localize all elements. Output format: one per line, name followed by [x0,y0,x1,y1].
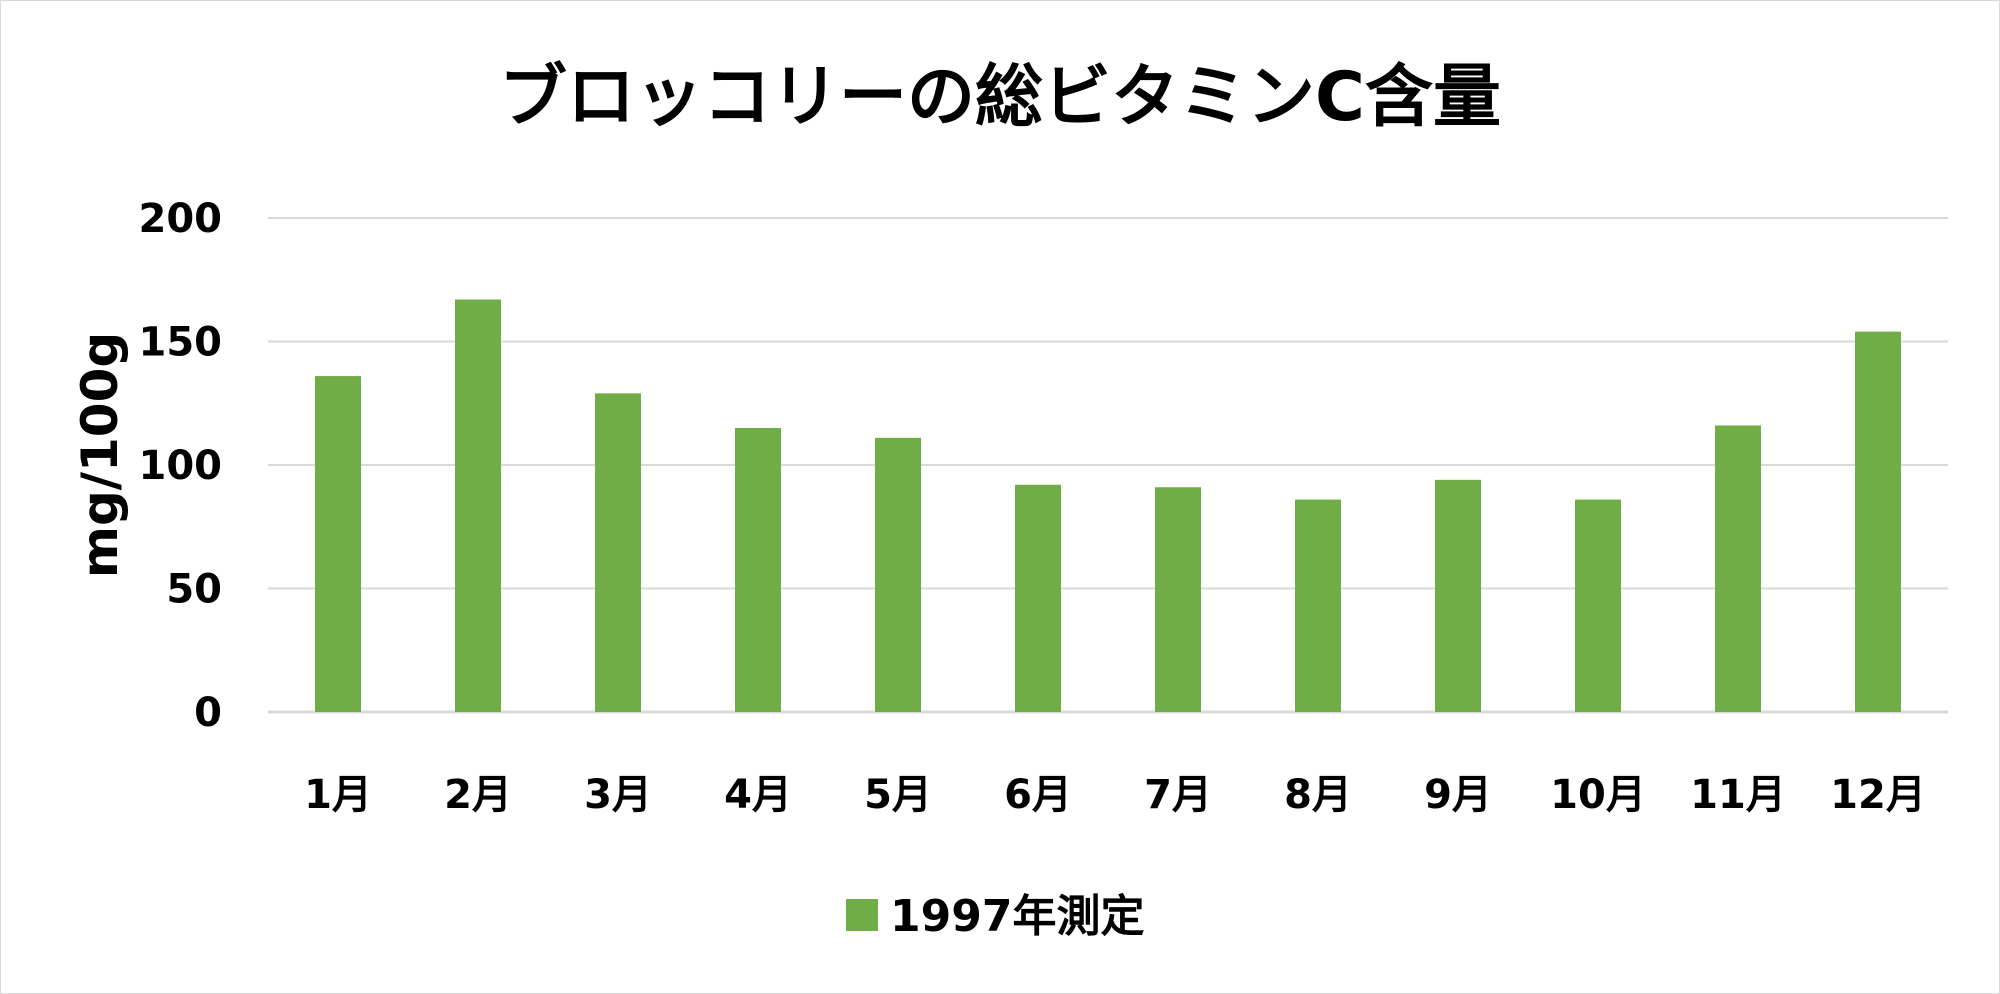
bar [1015,484,1061,712]
legend: 1997年測定 [846,891,1144,942]
x-tick-label: 10月 [1550,772,1646,818]
bar [1295,499,1341,712]
y-tick-label: 100 [139,443,223,489]
y-tick-label: 50 [166,567,222,613]
x-tick-label: 4月 [724,772,792,818]
x-tick-label: 11月 [1690,772,1786,818]
bar [1435,479,1481,712]
bar [1855,331,1901,712]
bars [315,299,1901,712]
x-tick-label: 6月 [1004,772,1072,818]
chart-title: ブロッコリーの総ビタミンC含量 [499,58,1501,137]
y-tick-labels: 0 50 100 150 200 [139,196,223,736]
x-tick-label: 8月 [1284,772,1352,818]
bar [595,393,641,712]
x-tick-label: 9月 [1424,772,1492,818]
y-tick-label: 200 [139,196,223,242]
bar [315,376,361,712]
bar [735,427,781,712]
x-tick-label: 2月 [444,772,512,818]
x-tick-label: 5月 [864,772,932,818]
x-tick-label: 7月 [1144,772,1212,818]
bar [1155,487,1201,712]
x-tick-label: 3月 [584,772,652,818]
legend-label: 1997年測定 [890,891,1144,942]
bar [875,437,921,712]
bar [1715,425,1761,712]
gridlines [268,217,1948,714]
bar [1575,499,1621,712]
y-tick-label: 0 [194,690,222,736]
x-tick-label: 12月 [1830,772,1926,818]
y-tick-label: 150 [139,320,223,366]
x-tick-label: 1月 [304,772,372,818]
bar [455,299,501,712]
y-axis-label: mg/100g [71,332,129,578]
legend-swatch [846,899,878,931]
x-tick-labels: 1月 2月 3月 4月 5月 6月 7月 8月 9月 10月 11月 12月 [304,772,1926,818]
